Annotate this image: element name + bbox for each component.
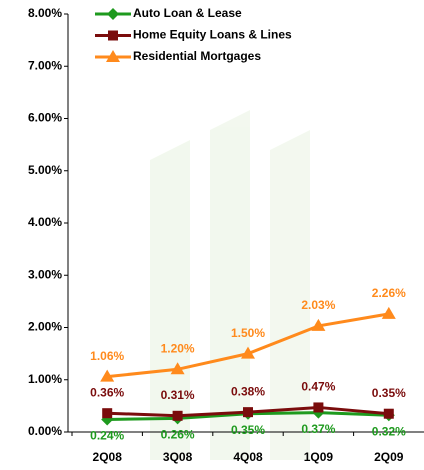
- data-label: 0.36%: [90, 385, 124, 399]
- data-label: 2.03%: [301, 298, 335, 312]
- legend-label: Auto Loan & Lease: [133, 6, 242, 20]
- data-label: 0.32%: [372, 424, 406, 438]
- point: [100, 369, 115, 382]
- legend-marker: [108, 30, 118, 41]
- y-tick-label: 2.00%: [28, 320, 62, 334]
- y-tick-label: 8.00%: [28, 6, 62, 20]
- point: [170, 362, 185, 375]
- legend-label: Residential Mortgages: [133, 49, 261, 63]
- y-tick-label: 1.00%: [28, 372, 62, 386]
- data-label: 0.24%: [90, 429, 124, 443]
- y-tick-label: 0.00%: [28, 424, 62, 438]
- data-label: 0.47%: [301, 380, 335, 394]
- y-tick-label: 3.00%: [28, 267, 62, 281]
- x-tick-label: 3Q08: [163, 450, 193, 464]
- data-label: 1.50%: [231, 326, 265, 340]
- point: [172, 410, 183, 421]
- data-label: 0.31%: [161, 388, 195, 402]
- point: [241, 346, 255, 359]
- data-label: 0.37%: [301, 422, 335, 436]
- x-tick-label: 2Q08: [93, 450, 123, 464]
- point: [313, 402, 324, 413]
- watermark: [150, 110, 310, 460]
- x-tick-label: 2Q09: [374, 450, 404, 464]
- y-tick-label: 4.00%: [28, 215, 62, 229]
- point: [311, 318, 326, 331]
- point: [383, 408, 394, 419]
- data-label: 0.35%: [372, 386, 406, 400]
- legend-label: Home Equity Loans & Lines: [133, 28, 292, 42]
- y-tick-label: 7.00%: [28, 58, 62, 72]
- legend-marker: [106, 50, 120, 62]
- data-label: 0.38%: [231, 384, 265, 398]
- legend-marker: [107, 8, 119, 20]
- y-tick-label: 6.00%: [28, 111, 62, 125]
- point: [102, 408, 113, 419]
- point: [381, 306, 396, 319]
- x-tick-label: 1Q09: [304, 450, 334, 464]
- data-label: 0.26%: [161, 428, 195, 442]
- data-label: 0.35%: [231, 423, 265, 437]
- data-label: 1.20%: [161, 341, 195, 355]
- data-label: 2.26%: [372, 286, 406, 300]
- x-tick-label: 4Q08: [233, 450, 263, 464]
- y-tick-label: 5.00%: [28, 163, 62, 177]
- data-label: 1.06%: [90, 349, 124, 363]
- point: [243, 407, 253, 418]
